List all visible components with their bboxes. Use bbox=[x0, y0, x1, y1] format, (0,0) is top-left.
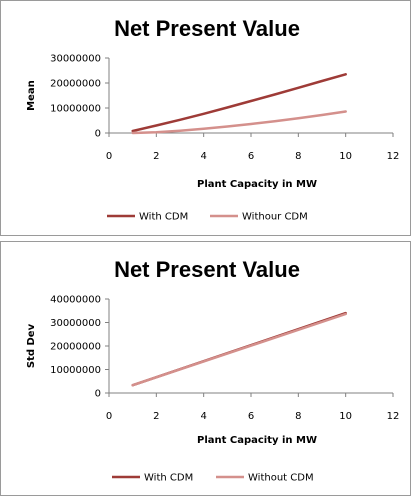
x-tick-label: 0 bbox=[106, 411, 112, 422]
legend-label: Withour CDM bbox=[242, 212, 308, 223]
legend-label: Without CDM bbox=[248, 473, 314, 484]
x-tick-label: 4 bbox=[200, 411, 206, 422]
y-tick-label: 30000000 bbox=[50, 318, 101, 329]
y-tick-label: 30000000 bbox=[50, 54, 101, 65]
chart-title: Net Present Value bbox=[114, 16, 300, 41]
chart-title: Net Present Value bbox=[114, 257, 300, 282]
y-tick-label: 20000000 bbox=[50, 79, 101, 90]
series-line-with-cdm bbox=[131, 73, 347, 133]
x-tick-label: 12 bbox=[387, 411, 400, 422]
x-tick-label: 6 bbox=[248, 151, 254, 162]
x-tick-label: 8 bbox=[295, 151, 301, 162]
chart-mean: Net Present Value 0 10000000 20000000 300000… bbox=[26, 16, 400, 223]
x-tick-label: 2 bbox=[153, 411, 159, 422]
chart-panel-std-dev: Net Present Value 0 10000000 20000000 300000… bbox=[0, 241, 411, 496]
y-tick-label: 10000000 bbox=[50, 104, 101, 115]
x-tick-label: 8 bbox=[295, 411, 301, 422]
x-tick-label: 10 bbox=[339, 411, 352, 422]
y-tick-label: 40000000 bbox=[50, 295, 101, 306]
legend-label: With CDM bbox=[139, 212, 188, 223]
y-tick-label: 10000000 bbox=[50, 365, 101, 376]
chart-std-dev: Net Present Value 0 10000000 20000000 300000… bbox=[26, 257, 400, 484]
x-tick-label: 12 bbox=[387, 151, 400, 162]
x-tick-label: 4 bbox=[200, 151, 206, 162]
y-axis-title: Mean bbox=[26, 80, 37, 111]
series-line-without-cdm bbox=[131, 110, 347, 135]
chart-panel-mean: Net Present Value 0 10000000 20000000 300000… bbox=[0, 0, 411, 236]
x-axis-title: Plant Capacity in MW bbox=[197, 179, 317, 190]
legend-label: With CDM bbox=[144, 473, 193, 484]
x-tick-label: 6 bbox=[248, 411, 254, 422]
x-tick-label: 10 bbox=[339, 151, 352, 162]
x-tick-label: 2 bbox=[153, 151, 159, 162]
y-tick-label: 0 bbox=[95, 389, 101, 400]
x-axis-title: Plant Capacity in MW bbox=[197, 435, 317, 446]
y-axis-title: Std Dev bbox=[26, 323, 37, 368]
y-tick-label: 0 bbox=[95, 129, 101, 140]
x-tick-label: 0 bbox=[106, 151, 112, 162]
y-tick-label: 20000000 bbox=[50, 342, 101, 353]
series-line-without-cdm bbox=[131, 312, 347, 387]
